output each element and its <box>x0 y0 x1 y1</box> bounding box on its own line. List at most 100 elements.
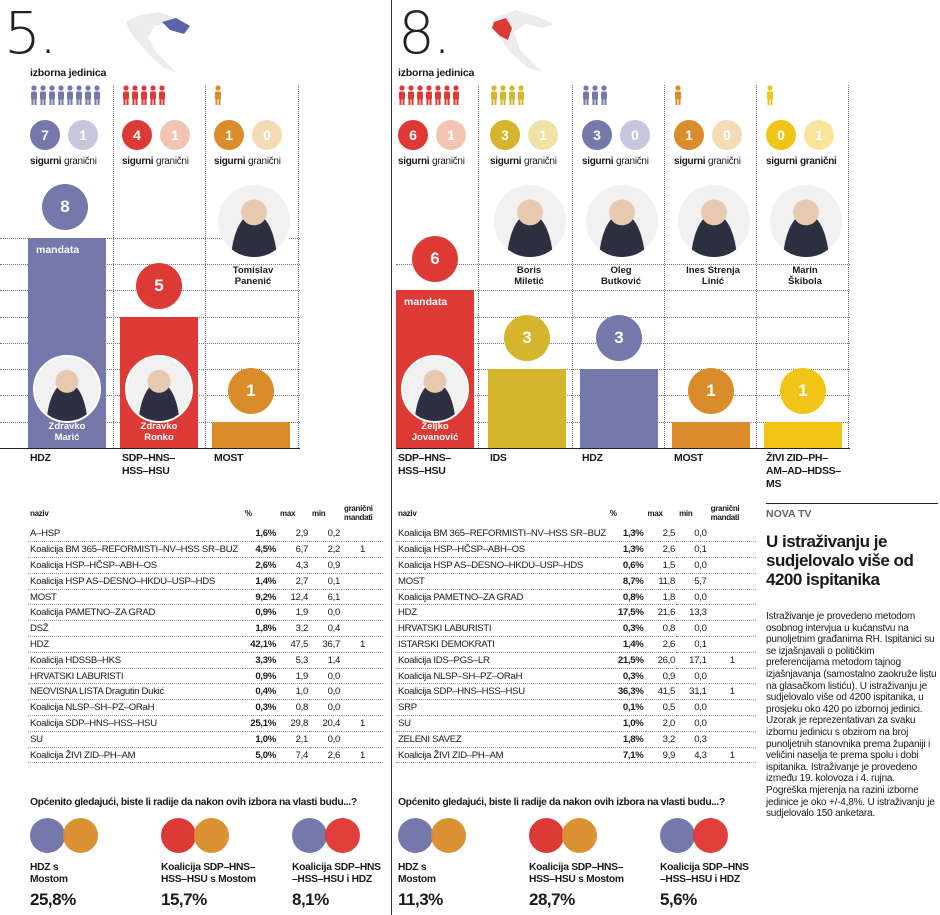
coalition-party-dot <box>63 818 98 853</box>
max: 29,8 <box>278 715 310 732</box>
candidate-first-name: Željko <box>421 421 449 432</box>
min: 13,3 <box>677 604 709 622</box>
seat-count-bubble: 1 <box>228 367 274 414</box>
candidate-last-name: Škibola <box>788 276 822 287</box>
max: 2,5 <box>645 526 678 543</box>
party-name: Koalicija PAMETNO–ZA GRAD <box>28 604 243 622</box>
min: 0,2 <box>310 526 342 543</box>
percent: 1,0% <box>243 731 278 748</box>
max: 0,8 <box>645 620 678 638</box>
candidate-last-name: Jovanović <box>411 432 459 443</box>
col-min: min <box>679 508 693 518</box>
seat-count-bubble: 5 <box>136 262 182 309</box>
seat-count-bubble: 6 <box>412 236 458 283</box>
person-icon <box>84 85 92 105</box>
coalition-party-dot <box>325 818 360 853</box>
min: 0,0 <box>310 604 342 622</box>
min: 17,1 <box>677 652 709 669</box>
person-icon <box>443 85 451 105</box>
min: 0,0 <box>677 668 709 685</box>
max: 26,0 <box>645 652 678 669</box>
percent: 0,9% <box>243 668 278 685</box>
gridline <box>396 263 850 265</box>
table-row: Koalicija ŽIVI ZID–PH–AM 7,1% 9,9 4,3 1 <box>396 747 756 764</box>
candidate-name: Oleg Butković <box>576 265 666 287</box>
person-icon <box>452 85 460 105</box>
coalition-label: HDZ s Mostom <box>30 862 68 885</box>
coalition-party-dot <box>161 818 196 853</box>
percent: 0,4% <box>243 683 278 701</box>
granicni-count: 0 <box>712 120 742 150</box>
min: 0,0 <box>677 589 709 606</box>
candidate-photo <box>216 183 292 259</box>
coalition-label: Koalicija SDP–HNS –HSS–HSU i HDZ <box>292 862 381 885</box>
candidate-photo <box>125 355 193 423</box>
min: 0,0 <box>677 526 709 543</box>
seat-bar <box>212 421 290 448</box>
sigurni-count: 3 <box>490 120 520 150</box>
granicni-label: granični <box>156 156 189 167</box>
seat-count-bubble: 1 <box>688 367 734 414</box>
granicni-mandati: 1 <box>708 652 756 669</box>
candidate-name: Ines Strenja Linić <box>668 265 758 287</box>
max: 0,5 <box>645 699 678 717</box>
sigurni-label: sigurni <box>214 156 246 167</box>
granicni-mandati <box>342 526 383 543</box>
unit5-number: 5. <box>4 0 57 67</box>
col-granicni: granični mandati <box>710 504 740 522</box>
voter-people-icon <box>30 85 102 110</box>
min: 0,0 <box>310 731 342 748</box>
unit-divider <box>391 0 392 915</box>
candidate-last-name: Ronko <box>144 432 174 443</box>
granicni-mandati <box>342 699 383 717</box>
granicni-mandati <box>708 699 756 717</box>
granicni-count: 1 <box>804 120 834 150</box>
table-row: HRVATSKI LABURISTI 0,3% 0,8 0,0 <box>396 620 756 638</box>
coalition-party-dot <box>292 818 327 853</box>
col-min: min <box>312 508 326 518</box>
sigurni-count: 4 <box>122 120 152 150</box>
min: 0,3 <box>677 731 709 748</box>
granicni-label: granični <box>616 156 649 167</box>
percent: 36,3% <box>607 683 646 701</box>
voter-people-icon <box>674 85 683 110</box>
granicni-mandati <box>342 589 383 606</box>
max: 4,3 <box>278 557 310 574</box>
max: 2,6 <box>645 636 678 653</box>
table-row: Koalicija HDSSB–HKS 3,3% 5,3 1,4 <box>28 652 383 669</box>
coalition-percent: 11,3% <box>398 890 443 909</box>
sigurni-label: sigurni <box>490 156 522 167</box>
table-row: ISTARSKI DEMOKRATI 1,4% 2,6 0,1 <box>396 636 756 653</box>
seat-label: mandata <box>36 243 80 256</box>
party-name: ISTARSKI DEMOKRATI <box>396 636 608 653</box>
person-icon <box>214 85 222 105</box>
col-max: max <box>647 508 663 518</box>
min: 0,4 <box>310 620 342 638</box>
party-name: Koalicija IDS–PGS–LR <box>396 652 608 669</box>
granicni-label: granični <box>800 156 837 167</box>
person-icon <box>407 85 415 105</box>
table-row: SU 1,0% 2,1 0,0 <box>28 731 383 748</box>
candidate-last-name: Linić <box>701 276 725 287</box>
candidate-first-name: Tomislav <box>232 265 274 276</box>
table-row: Koalicija IDS–PGS–LR 21,5% 26,0 17,1 1 <box>396 652 756 669</box>
table-row: Koalicija PAMETNO–ZA GRAD 0,8% 1,8 0,0 <box>396 589 756 606</box>
unit8-number: 8. <box>398 0 451 67</box>
party-name: HRVATSKI LABURISTI <box>396 620 608 638</box>
sigurni-count: 6 <box>398 120 428 150</box>
coalition-percent: 28,7% <box>529 890 575 909</box>
party-name: Koalicija NLSP–SH–PZ–ORaH <box>396 668 608 685</box>
granicni-mandati <box>708 715 756 732</box>
coalition-party-dot <box>660 818 695 853</box>
person-icon <box>508 85 516 105</box>
granicni-mandati <box>708 620 756 638</box>
party-name: Koalicija BM 365–REFORMISTI–NV–HSS SR–BU… <box>396 526 608 543</box>
voter-people-icon <box>122 85 167 110</box>
percent: 1,4% <box>607 636 646 653</box>
col-naziv: naziv <box>398 508 417 518</box>
granicni-mandati <box>708 557 756 574</box>
percent: 0,3% <box>243 699 278 717</box>
column-divider <box>298 85 299 448</box>
seat-bar <box>580 369 658 448</box>
candidate-photo <box>33 355 101 423</box>
